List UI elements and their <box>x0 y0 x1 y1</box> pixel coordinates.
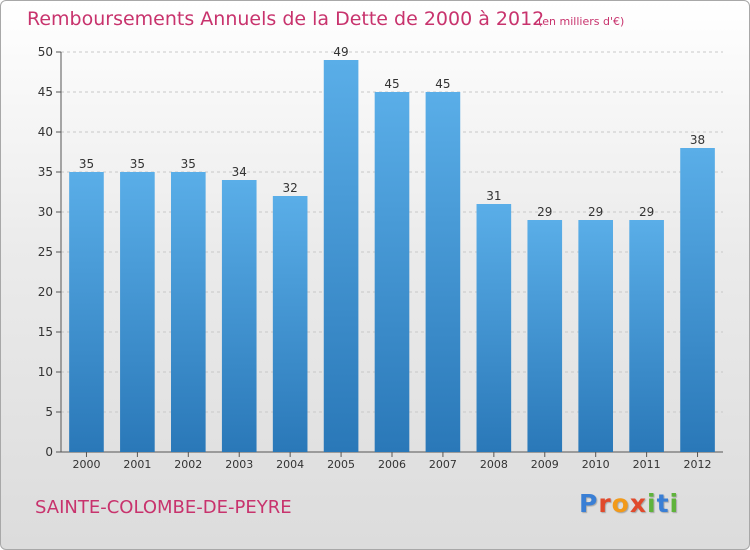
x-tick-label-2012: 2012 <box>684 458 712 471</box>
y-tick-label: 30 <box>38 205 53 219</box>
bar-2009[interactable] <box>527 220 563 452</box>
x-tick-label-2002: 2002 <box>174 458 202 471</box>
data-label-2012: 38 <box>690 133 705 147</box>
data-label-2007: 45 <box>435 77 450 91</box>
y-tick-label: 10 <box>38 365 53 379</box>
logo-letter: P <box>579 489 599 518</box>
logo-letter: i <box>669 489 680 518</box>
data-label-2010: 29 <box>588 205 603 219</box>
data-label-2011: 29 <box>639 205 654 219</box>
x-tick-label-2000: 2000 <box>72 458 100 471</box>
data-label-2004: 32 <box>283 181 298 195</box>
bar-2005[interactable] <box>323 60 359 452</box>
bar-2007[interactable] <box>425 92 461 452</box>
x-tick-label-2004: 2004 <box>276 458 304 471</box>
logo-letter: i <box>647 489 657 518</box>
y-tick-label: 50 <box>38 45 53 59</box>
proxiti-logo[interactable]: Proxiti <box>579 489 679 518</box>
data-label-2005: 49 <box>333 45 348 59</box>
y-tick-label: 20 <box>38 285 53 299</box>
x-tick-label-2007: 2007 <box>429 458 457 471</box>
y-tick-label: 35 <box>38 165 53 179</box>
data-label-2008: 31 <box>486 189 501 203</box>
x-tick-label-2010: 2010 <box>582 458 610 471</box>
y-tick-label: 15 <box>38 325 53 339</box>
chart-title: Remboursements Annuels de la Dette de 20… <box>27 8 545 30</box>
y-tick-label: 0 <box>45 445 53 459</box>
data-label-2006: 45 <box>384 77 399 91</box>
y-tick-label: 40 <box>38 125 53 139</box>
unit-note: (en milliers d'€) <box>538 15 625 28</box>
y-tick-label: 45 <box>38 85 53 99</box>
commune-name: SAINTE-COLOMBE-DE-PEYRE <box>35 497 292 518</box>
data-labels: 35 35 35 34 32 49 45 45 31 29 29 29 38 <box>79 45 705 219</box>
x-tick-label-2006: 2006 <box>378 458 406 471</box>
data-label-2002: 35 <box>181 157 196 171</box>
bar-2004[interactable] <box>272 196 308 452</box>
logo-letter: t <box>656 489 670 518</box>
y-tick-label: 5 <box>45 405 53 419</box>
data-label-2000: 35 <box>79 157 94 171</box>
bars <box>69 60 715 452</box>
bar-2008[interactable] <box>476 204 512 452</box>
bar-2011[interactable] <box>629 220 664 452</box>
logo-letter: r <box>598 489 612 518</box>
x-tick-label-2009: 2009 <box>531 458 559 471</box>
x-tick-label-2011: 2011 <box>633 458 661 471</box>
x-tick-label-2001: 2001 <box>123 458 151 471</box>
bar-2012[interactable] <box>680 148 715 452</box>
x-tick-label-2003: 2003 <box>225 458 253 471</box>
x-tick-label-2005: 2005 <box>327 458 355 471</box>
logo-letter: x <box>629 489 647 518</box>
bar-2006[interactable] <box>374 92 410 452</box>
data-label-2009: 29 <box>537 205 552 219</box>
logo-letter: o <box>611 489 630 518</box>
data-label-2001: 35 <box>130 157 145 171</box>
bar-2002[interactable] <box>170 172 206 452</box>
data-label-2003: 34 <box>232 165 247 179</box>
x-tick-label-2008: 2008 <box>480 458 508 471</box>
y-tick-label: 25 <box>38 245 53 259</box>
bar-2003[interactable] <box>221 180 257 452</box>
bar-2000[interactable] <box>69 172 104 452</box>
bar-2010[interactable] <box>578 220 614 452</box>
bar-2001[interactable] <box>120 172 155 452</box>
